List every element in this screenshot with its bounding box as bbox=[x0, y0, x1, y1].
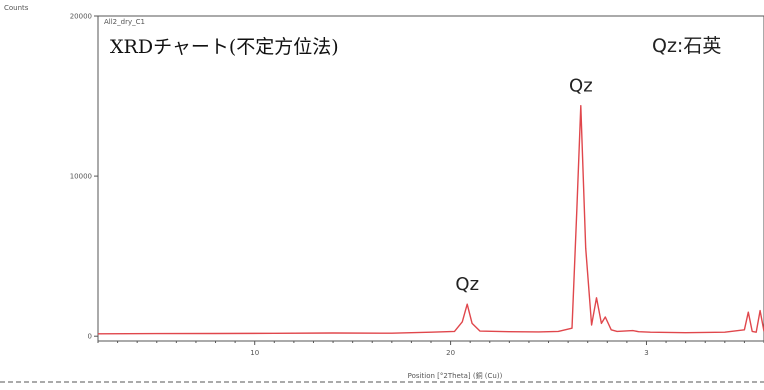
y-axis-ticks: 0 10000 20000 bbox=[70, 13, 98, 341]
series-line bbox=[97, 104, 764, 335]
peak-annotations: Qz Qz bbox=[455, 76, 592, 296]
series-layer bbox=[97, 104, 764, 335]
y-tick-label: 20000 bbox=[70, 13, 92, 21]
x-tick-label: 10 bbox=[250, 349, 259, 357]
y-axis-label: Counts bbox=[4, 4, 29, 12]
x-axis-ticks: 10 20 3 bbox=[97, 341, 764, 357]
y-tick-label: 0 bbox=[88, 333, 92, 341]
y-tick-label: 10000 bbox=[70, 173, 92, 181]
x-tick-label: 3 bbox=[644, 349, 648, 357]
x-axis-label: Position [°2Theta] (銅 (Cu)) bbox=[408, 371, 503, 380]
peak-label: Qz bbox=[569, 76, 593, 97]
sample-label: All2_dry_C1 bbox=[104, 18, 145, 26]
plot-area-frame bbox=[97, 15, 764, 342]
peak-label: Qz bbox=[455, 274, 479, 295]
legend-note: Qz:石英 bbox=[652, 35, 721, 57]
chart-title: XRDチャート(不定方位法) bbox=[110, 36, 339, 58]
x-tick-label: 20 bbox=[446, 349, 455, 357]
